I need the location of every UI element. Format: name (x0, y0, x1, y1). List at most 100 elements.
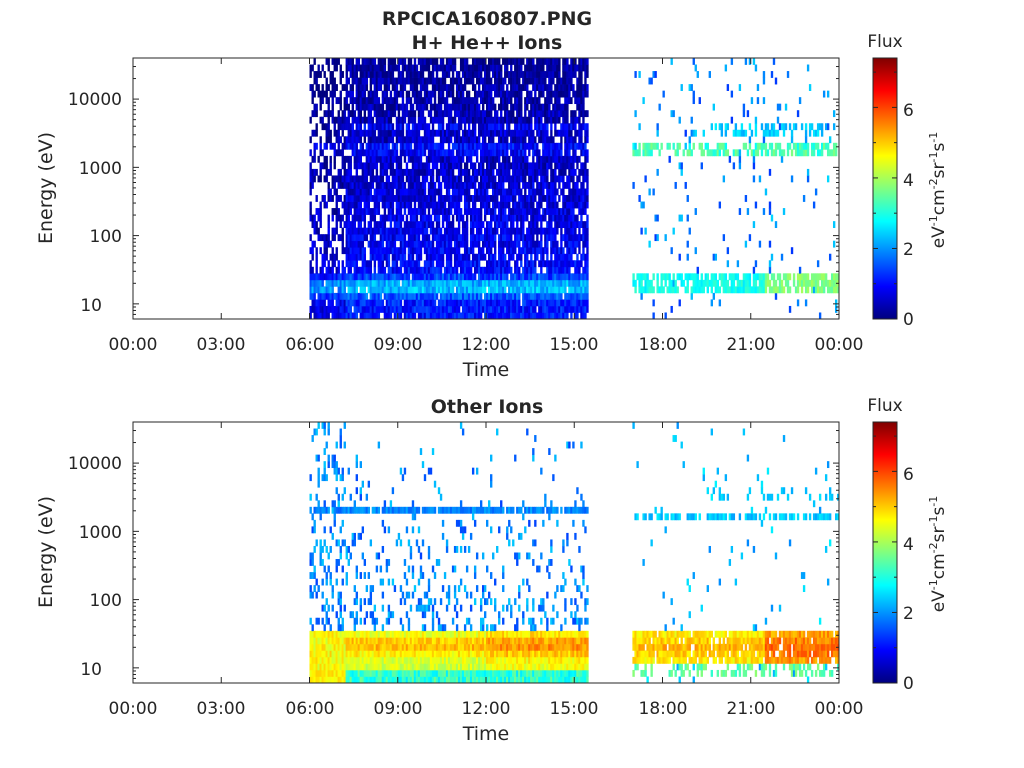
flux-cell (560, 266, 563, 274)
flux-cell (325, 234, 328, 242)
flux-cell (483, 149, 487, 157)
flux-cell (345, 84, 348, 91)
flux-cell (343, 208, 346, 215)
flux-cell (345, 77, 348, 85)
flux-cell (447, 90, 451, 98)
flux-cell (395, 123, 399, 131)
flux-cell (449, 279, 453, 287)
flux-cell (331, 195, 334, 202)
flux-cell (550, 71, 553, 78)
flux-cell (494, 273, 497, 281)
flux-cell (457, 273, 461, 281)
flux-cell (498, 208, 501, 215)
flux-cell (413, 221, 417, 229)
flux-cell (494, 110, 497, 118)
flux-cell (486, 149, 489, 157)
flux-cell (556, 97, 559, 105)
flux-cell (361, 71, 365, 78)
flux-cell (437, 97, 441, 105)
flux-cell (349, 286, 352, 294)
flux-cell (399, 84, 403, 91)
flux-cell (562, 260, 565, 268)
flux-cell (532, 58, 535, 65)
flux-cell (323, 90, 326, 98)
flux-cell (518, 305, 521, 313)
flux-cell (417, 201, 421, 209)
flux-cell (373, 97, 377, 105)
flux-cell (333, 279, 336, 287)
flux-cell (343, 116, 346, 124)
flux-cell (341, 273, 344, 281)
flux-cell (479, 77, 483, 85)
flux-cell (429, 299, 433, 307)
flux-cell (471, 168, 475, 176)
flux-cell (488, 155, 491, 163)
flux-cell (552, 286, 555, 294)
flux-cell (518, 90, 521, 98)
flux-cell (580, 90, 583, 98)
flux-cell (510, 64, 513, 72)
flux-cell (369, 312, 373, 319)
flux-cell (373, 260, 377, 268)
flux-cell (389, 129, 393, 137)
flux-cell (373, 90, 377, 98)
flux-cell (650, 149, 653, 157)
flux-cell (632, 149, 635, 157)
flux-cell (566, 58, 569, 65)
flux-cell (361, 240, 365, 248)
flux-cell (367, 129, 371, 137)
flux-cell (365, 103, 369, 111)
flux-cell (327, 84, 330, 91)
flux-cell (371, 123, 375, 131)
flux-cell (431, 116, 435, 124)
flux-cell (746, 149, 750, 157)
flux-cell (463, 247, 467, 255)
flux-cell (345, 71, 348, 78)
flux-cell (704, 279, 707, 287)
flux-cell (331, 90, 334, 98)
flux-cell (554, 116, 557, 124)
flux-cell (520, 71, 523, 78)
flux-cell (481, 162, 485, 170)
flux-cell (471, 136, 475, 144)
flux-cell (331, 71, 334, 78)
flux-cell (500, 195, 503, 202)
flux-cell (564, 286, 567, 294)
flux-cell (433, 266, 437, 274)
flux-cell (467, 305, 471, 313)
flux-cell (419, 312, 423, 319)
flux-cell (441, 129, 445, 137)
flux-cell (483, 208, 487, 215)
flux-cell (403, 292, 407, 300)
flux-cell (421, 234, 425, 242)
flux-cell (530, 64, 533, 72)
flux-cell (692, 142, 695, 150)
flux-cell (351, 240, 354, 248)
flux-cell (403, 116, 407, 124)
flux-cell (393, 77, 397, 85)
flux-cell (379, 136, 383, 144)
flux-cell (443, 247, 447, 255)
flux-cell (477, 90, 481, 98)
flux-cell (433, 312, 437, 319)
flux-cell (475, 312, 479, 319)
flux-cell (722, 175, 726, 183)
flux-cell (363, 312, 367, 319)
flux-cell (431, 142, 435, 150)
flux-cell (477, 188, 481, 196)
flux-cell (568, 247, 571, 255)
flux-cell (646, 273, 649, 281)
flux-cell (433, 142, 437, 150)
flux-cell (481, 240, 485, 248)
flux-cell (403, 273, 407, 281)
flux-cell (578, 97, 581, 105)
flux-cell (528, 240, 531, 248)
flux-cell (526, 305, 529, 313)
flux-cell (516, 260, 519, 268)
flux-cell (634, 279, 637, 287)
flux-cell (734, 129, 738, 137)
flux-cell (500, 175, 503, 183)
flux-cell (413, 260, 417, 268)
flux-cell (451, 142, 455, 150)
flux-cell (584, 58, 587, 65)
